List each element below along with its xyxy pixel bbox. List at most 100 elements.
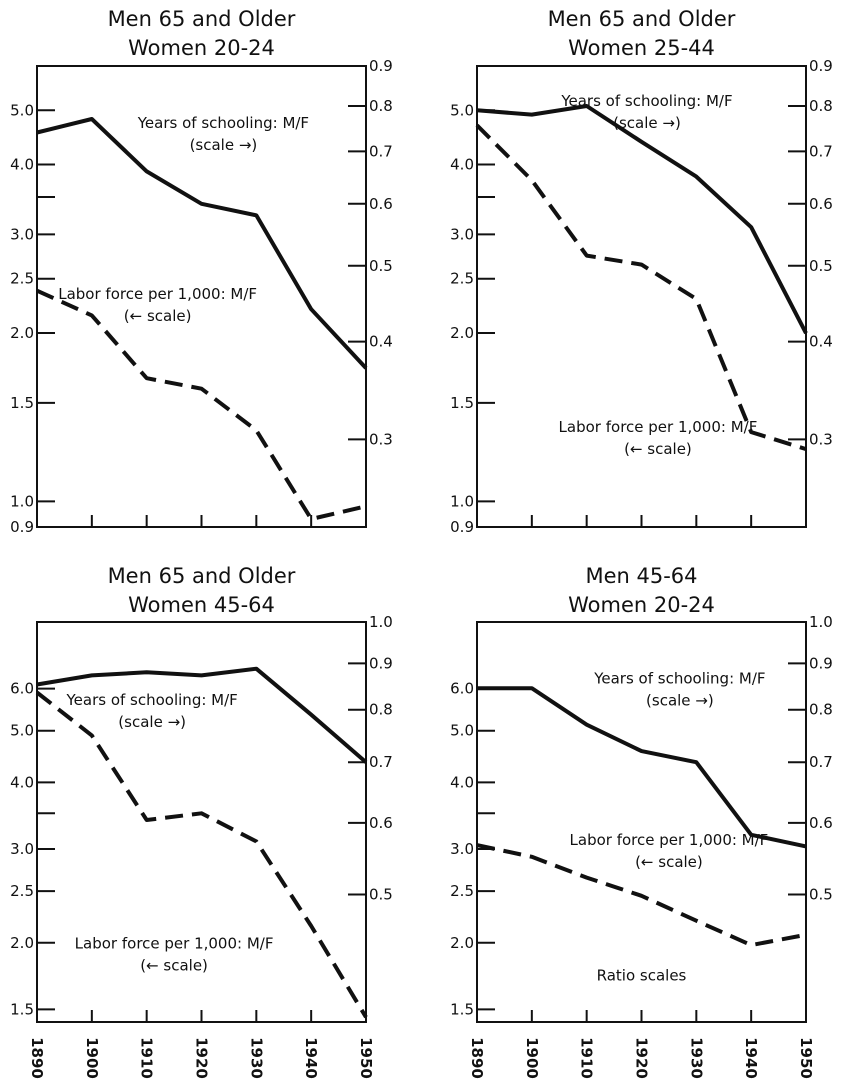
schooling-line xyxy=(476,104,808,335)
left-axis-tick-label: 5.0 xyxy=(10,722,34,740)
annotation-text: Years of schooling: M/F xyxy=(137,114,309,132)
schooling-line xyxy=(477,686,807,849)
labor-force-line xyxy=(475,123,807,452)
annotation-text: (scale →) xyxy=(646,692,714,710)
right-axis-tick-label: 0.6 xyxy=(369,814,393,832)
left-axis-tick-label: 2.5 xyxy=(450,270,474,288)
labor-force-line xyxy=(476,843,807,948)
left-axis-tick-label: 0.9 xyxy=(10,518,34,536)
chart-panel-2: Men 65 and Older Women 25-44 5.0 4.0 3.0 2.5 2… xyxy=(450,7,833,536)
left-axis-tick-label: 1.0 xyxy=(10,492,34,510)
chart-title-line: Women 20-24 xyxy=(568,593,715,617)
annotation-text: Years of schooling: M/F xyxy=(560,92,732,110)
x-axis-tick-label: 1940 xyxy=(742,1037,760,1079)
left-axis-tick-label: 1.5 xyxy=(10,1000,34,1018)
annotation-text: Years of schooling: M/F xyxy=(65,691,237,709)
x-axis-tick-label: 1900 xyxy=(83,1037,101,1079)
x-axis-tick-label: 1920 xyxy=(633,1037,651,1079)
left-axis-tick-label: 6.0 xyxy=(450,680,474,698)
left-axis-tick-label: 6.0 xyxy=(10,680,34,698)
x-axis-tick-label: 1890 xyxy=(468,1037,486,1079)
left-axis-tick-label: 4.0 xyxy=(450,773,474,791)
left-axis-tick-label: 2.5 xyxy=(450,882,474,900)
annotation-text: Labor force per 1,000: M/F xyxy=(559,418,758,436)
left-axis-tick-label: 2.0 xyxy=(450,934,474,952)
left-axis-tick-label: 3.0 xyxy=(10,840,34,858)
left-axis-tick-label: 4.0 xyxy=(10,773,34,791)
x-axis-tick-label: 1930 xyxy=(687,1037,705,1079)
right-axis-tick-label: 1.0 xyxy=(809,613,833,631)
right-axis-tick-label: 0.4 xyxy=(809,333,833,351)
left-axis-tick-label: 2.5 xyxy=(10,882,34,900)
left-axis-tick-label: 2.0 xyxy=(10,934,34,952)
x-axis-tick-label: 1910 xyxy=(138,1037,156,1079)
left-axis-tick-label: 4.0 xyxy=(10,156,34,174)
chart-title-line: Women 25-44 xyxy=(568,36,715,60)
labor-force-line xyxy=(35,690,368,1019)
right-axis-tick-label: 0.5 xyxy=(369,885,393,903)
left-axis-tick-label: 1.5 xyxy=(450,394,474,412)
right-axis-tick-label: 0.8 xyxy=(369,701,393,719)
right-axis-tick-label: 0.3 xyxy=(809,430,833,448)
right-axis-tick-label: 0.9 xyxy=(809,654,833,672)
left-axis-tick-label: 1.5 xyxy=(10,394,34,412)
schooling-line xyxy=(36,117,368,370)
schooling-line xyxy=(36,666,368,764)
annotation-text: Years of schooling: M/F xyxy=(593,670,765,688)
chart-title-line: Men 65 and Older xyxy=(108,564,296,588)
left-axis-tick-label: 3.0 xyxy=(450,840,474,858)
left-axis-tick-label: 2.5 xyxy=(10,270,34,288)
left-axis-tick-label: 2.0 xyxy=(450,324,474,342)
annotation-text: Labor force per 1,000: M/F xyxy=(58,285,257,303)
left-axis-tick-label: 3.0 xyxy=(10,225,34,243)
x-axis-tick-label: 1890 xyxy=(28,1037,46,1079)
annotation-text: (scale →) xyxy=(190,136,258,154)
x-axis-tick-label: 1920 xyxy=(193,1037,211,1079)
left-axis-tick-label: 5.0 xyxy=(450,722,474,740)
chart-title-line: Men 65 and Older xyxy=(548,7,736,31)
labor-force-line xyxy=(36,288,367,521)
x-axis-tick-label: 1950 xyxy=(357,1037,375,1079)
chart-title-line: Men 45-64 xyxy=(585,564,697,588)
left-axis-tick-label: 5.0 xyxy=(450,101,474,119)
right-axis-tick-label: 0.8 xyxy=(369,97,393,115)
annotation-text: Labor force per 1,000: M/F xyxy=(570,831,769,849)
left-axis-tick-label: 1.0 xyxy=(450,492,474,510)
left-axis-tick-label: 2.0 xyxy=(10,324,34,342)
x-axis-tick-label: 1940 xyxy=(302,1037,320,1079)
annotation-text: (← scale) xyxy=(140,957,208,975)
right-axis-tick-label: 0.7 xyxy=(809,753,833,771)
annotation-text: (← scale) xyxy=(624,440,692,458)
right-axis-tick-label: 0.6 xyxy=(369,195,393,213)
right-axis-tick-label: 0.5 xyxy=(809,257,833,275)
right-axis-tick-label: 0.4 xyxy=(369,333,393,351)
left-axis-tick-label: 1.5 xyxy=(450,1000,474,1018)
annotation-text: (scale →) xyxy=(613,114,681,132)
annotation-text: (← scale) xyxy=(635,853,703,871)
left-axis-tick-label: 4.0 xyxy=(450,156,474,174)
right-axis-tick-label: 0.7 xyxy=(369,142,393,160)
chart-title-line: Women 45-64 xyxy=(128,593,275,617)
right-axis-tick-label: 0.8 xyxy=(809,701,833,719)
right-axis-tick-label: 0.9 xyxy=(369,57,393,75)
left-axis-tick-label: 3.0 xyxy=(450,225,474,243)
right-axis-tick-label: 0.9 xyxy=(809,57,833,75)
right-axis-tick-label: 0.8 xyxy=(809,97,833,115)
annotation-text: (scale →) xyxy=(118,713,186,731)
right-axis-tick-label: 0.5 xyxy=(809,885,833,903)
chart-panel-3: Men 65 and Older Women 45-64 6.0 5.0 4.0 3.0 2… xyxy=(10,564,393,1079)
right-axis-tick-label: 0.3 xyxy=(369,430,393,448)
chart-title-line: Men 65 and Older xyxy=(108,7,296,31)
x-axis-tick-label: 1930 xyxy=(247,1037,265,1079)
right-axis-tick-label: 0.5 xyxy=(369,257,393,275)
chart-panel-4: Men 45-64 Women 20-24 6.0 5.0 4.0 3.0 2.5 2.0 1.… xyxy=(450,564,833,1079)
x-axis-tick-label: 1900 xyxy=(523,1037,541,1079)
right-axis-tick-label: 1.0 xyxy=(369,613,393,631)
chart-panel-1: Men 65 and Older Women 20-24 5.0 4.0 3.0 2.5 2… xyxy=(10,7,393,536)
right-axis-tick-label: 0.6 xyxy=(809,814,833,832)
right-axis-tick-label: 0.6 xyxy=(809,195,833,213)
right-axis-tick-label: 0.7 xyxy=(369,753,393,771)
annotation-text: Labor force per 1,000: M/F xyxy=(75,935,274,953)
annotation-text: Ratio scales xyxy=(597,966,687,984)
